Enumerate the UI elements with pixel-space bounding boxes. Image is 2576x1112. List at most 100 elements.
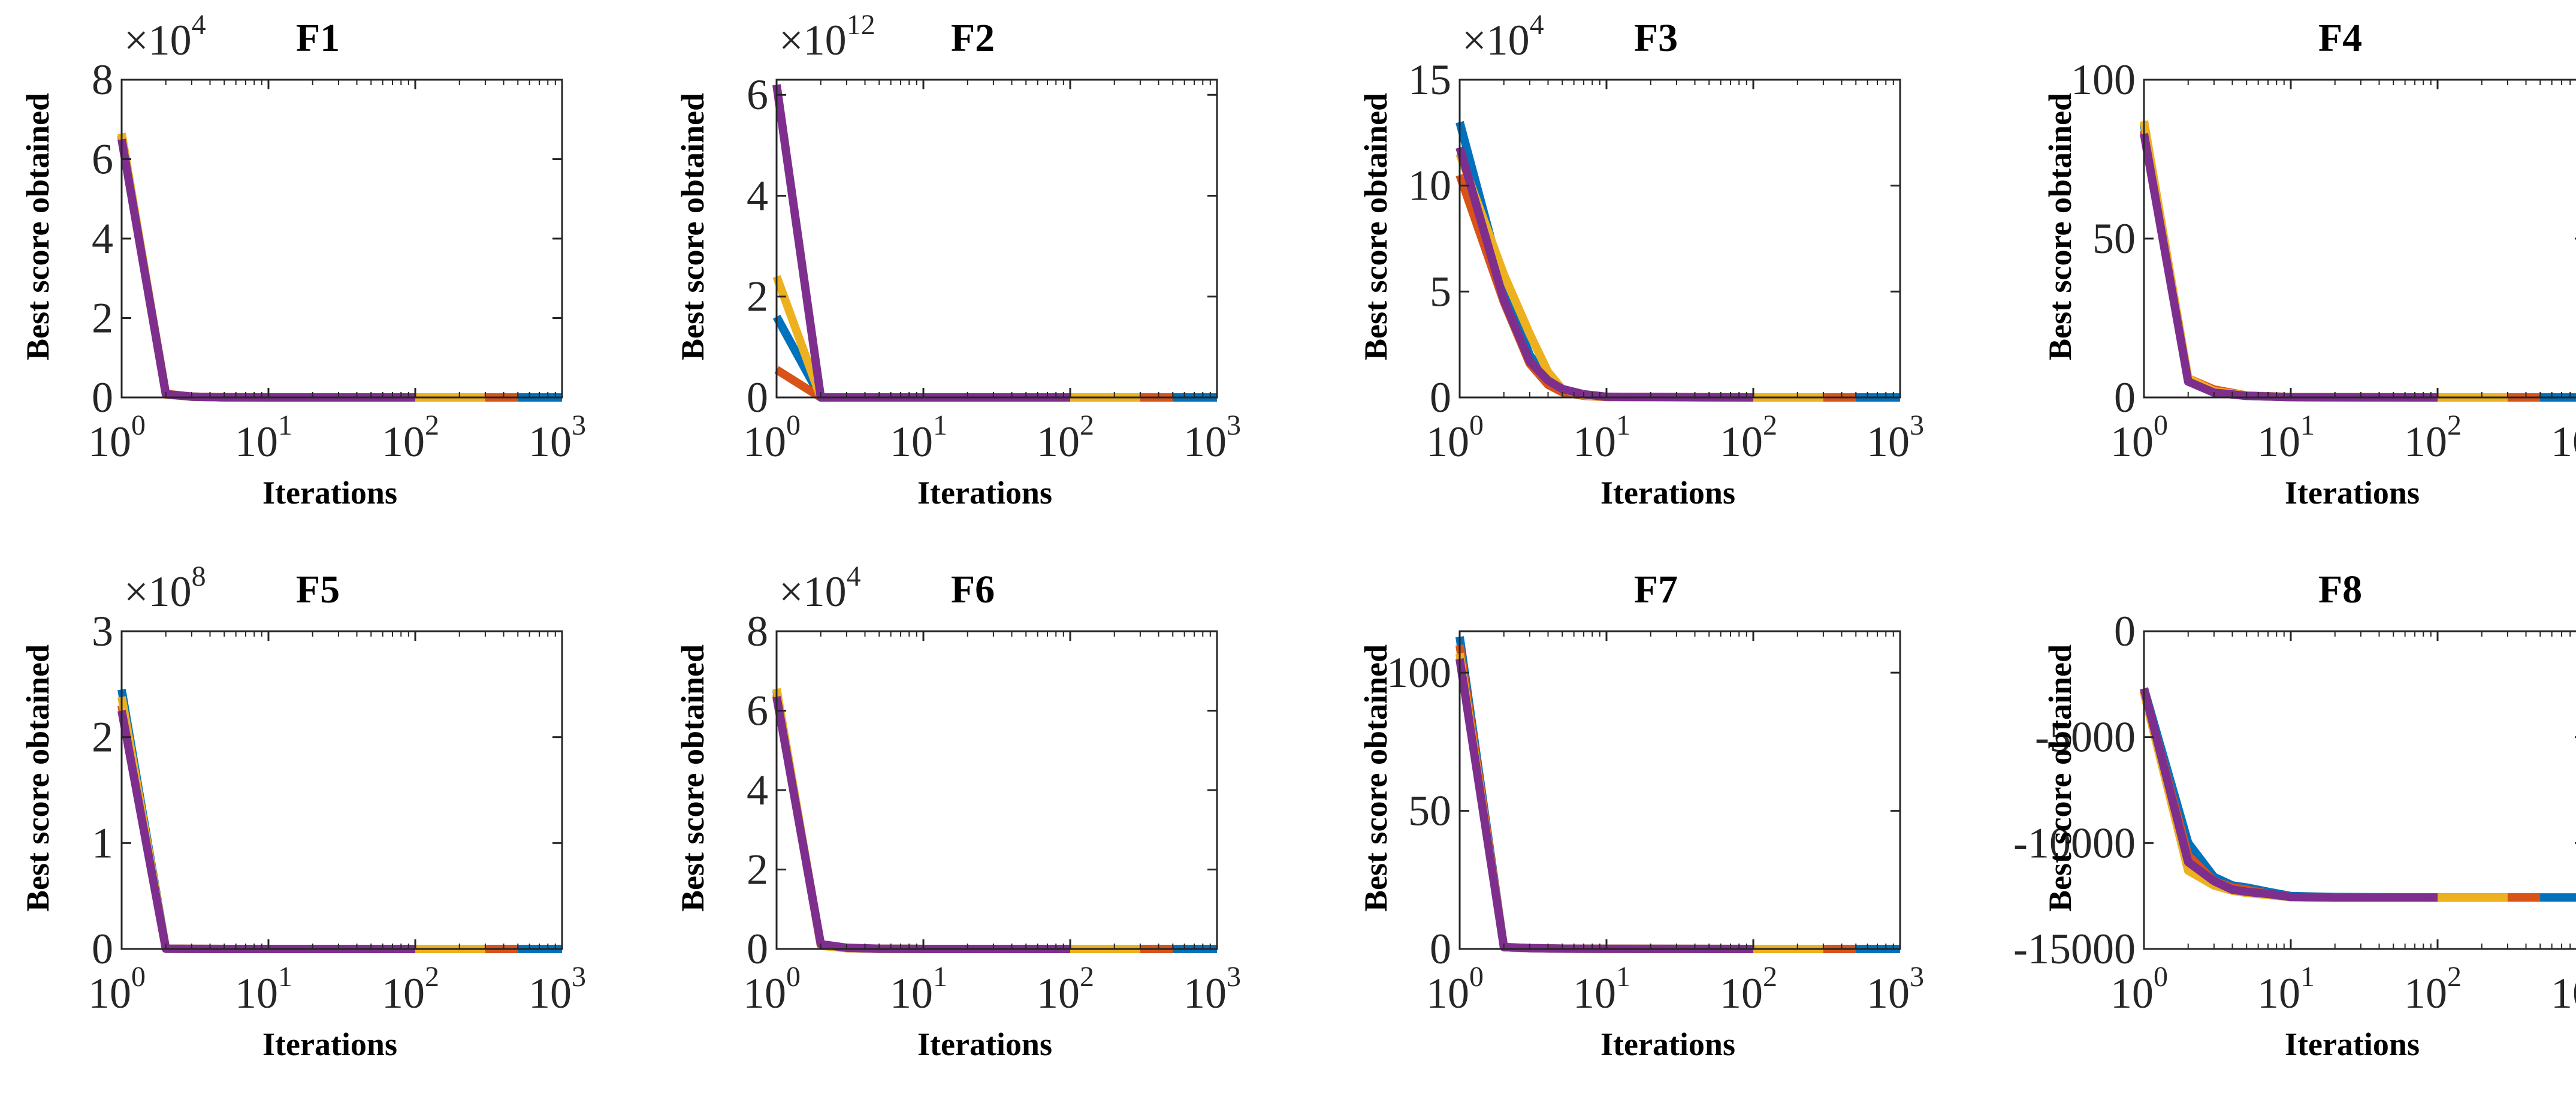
chart-title: F5	[296, 568, 340, 611]
axis-multiplier: ×104	[124, 9, 206, 64]
y-tick-label: 2	[747, 273, 768, 321]
x-tick-label: 101	[1573, 961, 1630, 1017]
series-line-1	[2140, 687, 2576, 902]
series-group	[772, 84, 1217, 402]
y-tick-label: 0	[92, 373, 113, 421]
x-axis-label: Iterations	[262, 475, 397, 511]
y-tick-label: 6	[747, 71, 768, 119]
series-line-3	[2140, 120, 2508, 402]
x-tick-label: 101	[2257, 409, 2315, 466]
chart-panel-f8: -15000 -10000 -5000 0 100 101 102 103 F8 Iteratio…	[2013, 568, 2576, 1062]
chart-title: F1	[296, 16, 340, 60]
series-line-2	[1455, 173, 1856, 402]
y-tick-label: 10	[1408, 162, 1451, 210]
x-tick-label: 101	[890, 961, 947, 1017]
axis-multiplier: ×1012	[779, 9, 875, 64]
series-line-3	[1455, 652, 1823, 953]
chart-panel-f6: 0 2 4 6 8 100 101 102 103 ×104 F6 Iterations Best sc…	[675, 560, 1241, 1062]
x-axis-label: Iterations	[2285, 475, 2420, 511]
chart-panel-f4: 0 50 100 100 101 102 103 F4 Iterations Best score…	[2042, 16, 2576, 511]
y-axis-label: Best score obtained	[675, 93, 711, 360]
x-tick-label: 102	[2404, 409, 2462, 466]
series-line-4	[2140, 687, 2438, 902]
x-tick-label: 101	[1573, 409, 1630, 466]
series-line-3	[772, 275, 1140, 402]
axes-box	[2143, 79, 2576, 399]
y-tick-label: 2	[747, 846, 768, 894]
x-tick-label: 101	[235, 961, 292, 1017]
y-tick-label: 2	[92, 294, 113, 342]
series-group	[117, 689, 562, 953]
axes-box	[775, 79, 1218, 399]
y-axis-label: Best score obtained	[20, 644, 56, 912]
series-line-1	[772, 315, 1217, 402]
x-tick-label: 100	[2110, 961, 2168, 1017]
series-line-1	[772, 690, 1217, 953]
y-tick-label: 5	[1430, 267, 1451, 315]
chart-title: F7	[1634, 568, 1678, 611]
x-tick-label: 102	[2404, 961, 2462, 1017]
series-line-3	[117, 696, 485, 953]
x-tick-label: 103	[529, 961, 586, 1017]
x-tick-label: 100	[743, 961, 801, 1017]
chart-panel-f5: 0 1 2 3 100 101 102 103 ×108 F5 Iterations Best sco…	[20, 560, 586, 1062]
series-line-4	[117, 138, 415, 402]
series-line-3	[772, 688, 1140, 953]
x-tick-label: 102	[382, 409, 439, 466]
chart-title: F4	[2318, 16, 2362, 60]
y-tick-label: 0	[1430, 925, 1451, 973]
x-tick-label: 102	[1037, 961, 1094, 1017]
x-tick-label: 102	[1037, 409, 1094, 466]
y-tick-label: 2	[92, 713, 113, 761]
y-tick-label: 6	[747, 687, 768, 735]
x-axis-label: Iterations	[2285, 1026, 2420, 1062]
y-tick-label: 0	[2114, 607, 2136, 655]
series-group	[1455, 636, 1900, 953]
chart-panel-f7: 0 50 100 100 101 102 103 F7 Iterations Best score…	[1358, 568, 1924, 1062]
series-line-4	[1455, 658, 1754, 953]
y-tick-label: 0	[92, 925, 113, 973]
x-axis: 100 101 102 103	[743, 631, 1241, 1017]
y-tick-label: -15000	[2013, 925, 2136, 973]
x-axis-label: Iterations	[262, 1026, 397, 1062]
series-group	[1455, 120, 1900, 402]
y-axis-label: Best score obtained	[2042, 644, 2078, 912]
y-tick-label: 100	[2071, 56, 2136, 104]
series-line-1	[2140, 123, 2576, 402]
series-line-3	[1455, 152, 1823, 402]
series-line-2	[772, 694, 1173, 953]
x-axis-label: Iterations	[1600, 475, 1735, 511]
series-line-4	[117, 710, 415, 953]
y-tick-label: 50	[1408, 787, 1451, 835]
x-axis-label: Iterations	[917, 475, 1052, 511]
axes-box	[2143, 630, 2576, 950]
axes-box	[120, 630, 563, 950]
series-line-4	[772, 696, 1070, 953]
series-group	[117, 132, 562, 402]
x-tick-label: 101	[235, 409, 292, 466]
series-line-2	[2140, 689, 2541, 902]
y-tick-label: 0	[2114, 373, 2136, 421]
x-axis-label: Iterations	[917, 1026, 1052, 1062]
axis-multiplier: ×108	[124, 560, 206, 616]
y-tick-label: 6	[92, 135, 113, 183]
y-tick-label: 4	[92, 215, 113, 263]
axes-box	[1458, 79, 1901, 399]
x-tick-label: 101	[890, 409, 947, 466]
series-line-3	[117, 132, 485, 402]
chart-panel-f1: 0 2 4 6 8 100 101 102 103 ×104 F1 Iterations Best sc…	[20, 9, 586, 511]
chart-title: F2	[951, 16, 995, 60]
x-tick-label: 100	[1426, 409, 1484, 466]
x-tick-label: 102	[382, 961, 439, 1017]
series-group	[2140, 120, 2576, 402]
axes-box	[775, 630, 1218, 950]
x-tick-label: 102	[1720, 961, 1777, 1017]
y-tick-label: 8	[747, 607, 768, 655]
series-group	[772, 688, 1217, 953]
x-tick-label: 103	[1183, 961, 1241, 1017]
y-tick-label: -10000	[2013, 819, 2136, 867]
